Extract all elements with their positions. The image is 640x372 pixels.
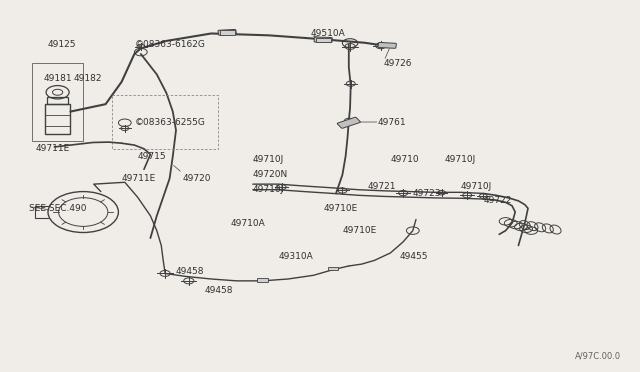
Bar [257,278,268,282]
Text: 49722: 49722 [483,196,511,205]
Text: 49710J: 49710J [253,155,284,164]
Text: A/97C.00.0: A/97C.00.0 [575,352,621,361]
Text: 49710J: 49710J [445,155,476,164]
Text: 49455: 49455 [400,252,429,261]
Text: 49721: 49721 [368,182,397,190]
Bar [316,38,331,42]
Text: 49710A: 49710A [230,219,265,228]
Text: 49181: 49181 [44,74,72,83]
Text: 49720N: 49720N [253,170,288,179]
Text: 49723: 49723 [413,189,442,198]
Text: 49710J: 49710J [461,182,492,190]
Bar [45,104,70,134]
Bar [328,267,338,270]
Text: 49182: 49182 [74,74,102,83]
FancyBboxPatch shape [378,42,396,48]
Bar [47,97,68,104]
Text: 49720: 49720 [182,174,211,183]
Text: 49710J: 49710J [253,185,284,194]
Text: 49710E: 49710E [323,204,358,213]
Text: 49458: 49458 [205,286,234,295]
Text: 49510A: 49510A [310,29,345,38]
Text: ©08363-6162G: ©08363-6162G [134,40,205,49]
Text: 49710: 49710 [390,155,419,164]
Text: 49726: 49726 [384,59,413,68]
Text: 49710E: 49710E [342,226,377,235]
FancyBboxPatch shape [218,29,236,35]
Text: 49458: 49458 [176,267,205,276]
Text: 49711E: 49711E [122,174,156,183]
FancyBboxPatch shape [337,117,360,128]
FancyBboxPatch shape [314,37,332,42]
Text: 49715: 49715 [138,152,166,161]
Text: 49125: 49125 [48,40,77,49]
Text: SEE SEC.490: SEE SEC.490 [29,204,86,213]
Bar [220,30,235,35]
Text: ©08363-6255G: ©08363-6255G [134,118,205,127]
Text: 49761: 49761 [378,118,406,127]
Bar [32,63,83,141]
Text: 49310A: 49310A [278,252,313,261]
Text: 49711E: 49711E [35,144,70,153]
